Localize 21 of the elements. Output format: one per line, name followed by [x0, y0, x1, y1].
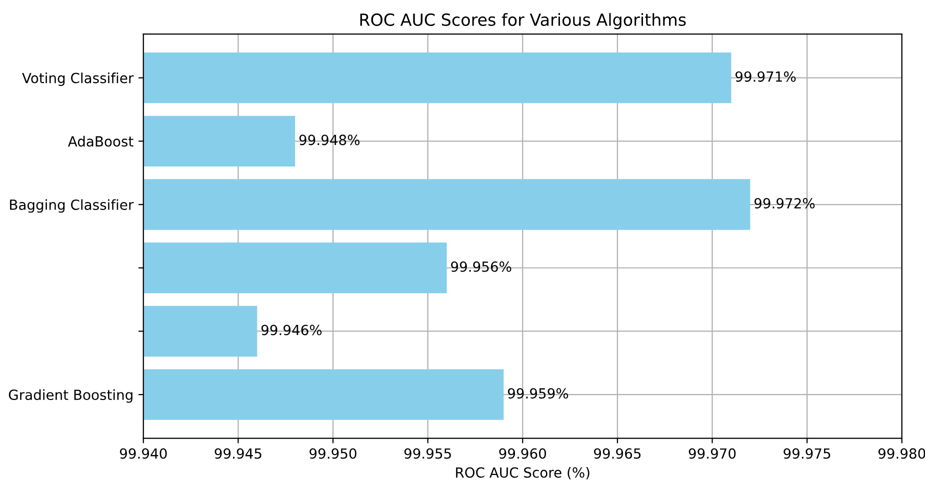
data-label: 99.956% [451, 261, 512, 272]
data-label: 99.971% [736, 71, 796, 82]
x-axis-title: ROC AUC Score (%) [456, 467, 590, 480]
data-label: 99.946% [261, 324, 322, 336]
data-label: 99.948% [299, 134, 360, 146]
y-tick-label: Voting Classifier [22, 72, 134, 86]
y-tick-label: AdaBoost [68, 136, 134, 147]
x-tick-label: 99.945 [214, 448, 262, 459]
data-label: 99.972% [754, 198, 815, 209]
y-tick-label: Bagging Classifier [10, 199, 134, 213]
x-tick-label: 99.940 [120, 448, 167, 459]
chart-title: ROC AUC Scores for Various Algorithms [360, 13, 686, 30]
x-tick-label: 99.965 [594, 448, 641, 459]
data-label: 99.959% [508, 388, 568, 399]
x-tick-label: 99.955 [404, 448, 451, 459]
x-tick-label: 99.980 [878, 448, 925, 459]
x-tick-label: 99.970 [688, 448, 736, 459]
x-tick-label: 99.950 [310, 448, 356, 459]
x-tick-label: 99.960 [499, 448, 546, 459]
x-tick-label: 99.975 [784, 448, 830, 459]
y-tick-label: Gradient Boosting [8, 389, 132, 403]
